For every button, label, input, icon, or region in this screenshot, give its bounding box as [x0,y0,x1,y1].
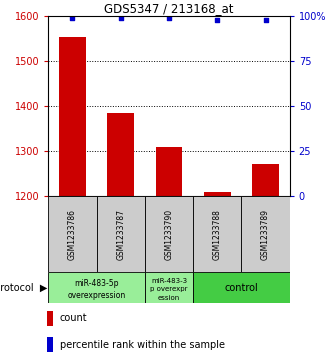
Bar [145,272,193,303]
Point [166,15,172,21]
Text: miR-483-3: miR-483-3 [151,278,187,284]
Text: miR-483-5p: miR-483-5p [74,278,119,287]
Bar [204,192,230,196]
Point [263,17,268,23]
Point [214,17,220,23]
Bar [156,147,182,196]
Text: GSM1233788: GSM1233788 [213,209,222,260]
Bar [252,164,279,196]
Title: GDS5347 / 213168_at: GDS5347 / 213168_at [104,2,234,15]
Text: protocol  ▶: protocol ▶ [0,283,47,293]
Text: percentile rank within the sample: percentile rank within the sample [60,340,225,350]
Bar [48,196,97,272]
Bar [59,37,86,196]
Text: GSM1233786: GSM1233786 [68,209,77,260]
Text: GSM1233790: GSM1233790 [165,209,173,260]
Bar [193,196,241,272]
Text: control: control [224,283,258,293]
Bar [108,113,134,196]
Bar [193,272,290,303]
Point [70,15,75,21]
Text: overexpression: overexpression [68,291,126,300]
Bar [145,196,193,272]
Bar [48,272,145,303]
Text: count: count [60,313,88,323]
Text: p overexpr: p overexpr [150,286,188,292]
Point [118,15,123,21]
Text: ession: ession [158,294,180,301]
Bar [47,337,53,352]
Text: GSM1233789: GSM1233789 [261,209,270,260]
Bar [97,196,145,272]
Text: GSM1233787: GSM1233787 [116,209,125,260]
Bar [47,311,53,326]
Bar [241,196,290,272]
